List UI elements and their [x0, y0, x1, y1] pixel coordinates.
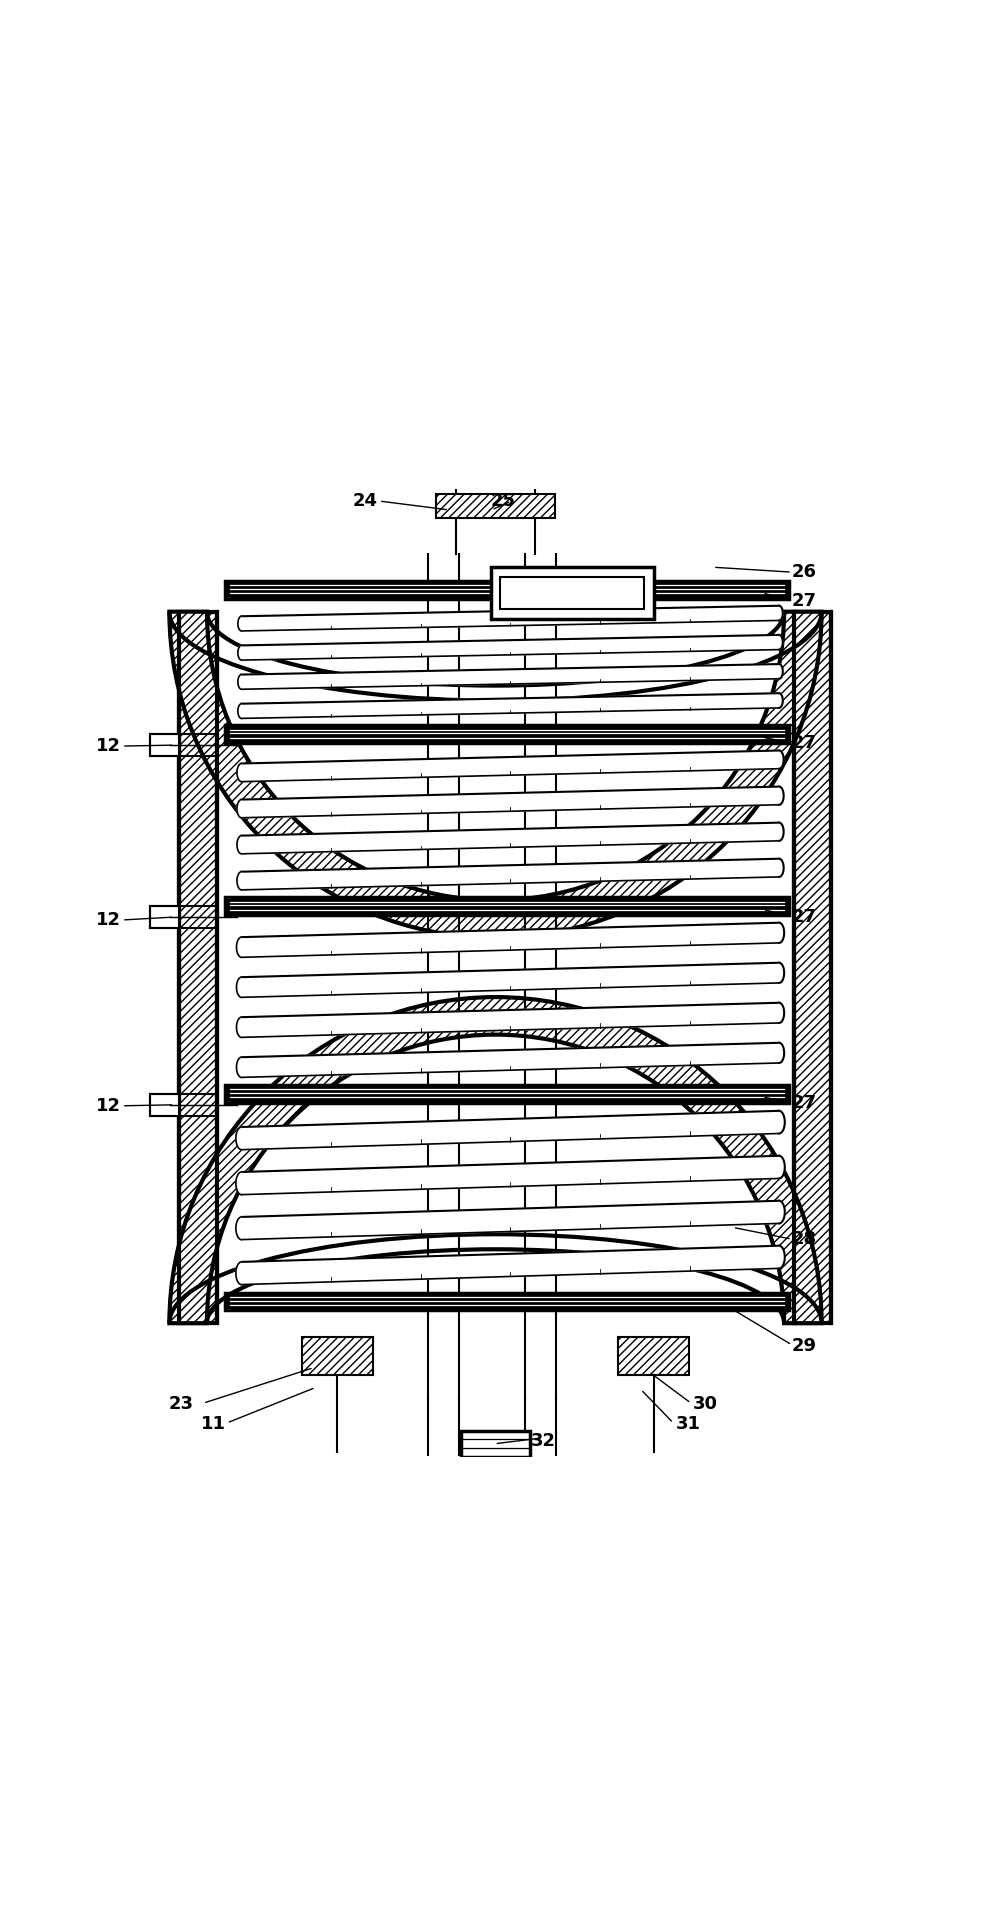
Polygon shape	[242, 751, 779, 782]
Polygon shape	[242, 606, 779, 631]
Polygon shape	[237, 978, 242, 997]
Polygon shape	[237, 937, 242, 957]
Polygon shape	[242, 962, 779, 997]
Polygon shape	[242, 1043, 779, 1078]
Polygon shape	[238, 705, 242, 718]
Bar	[225, 897, 789, 914]
Polygon shape	[242, 787, 779, 818]
Polygon shape	[242, 859, 779, 889]
Bar	[302, 1338, 373, 1374]
Bar	[794, 612, 831, 1322]
Bar	[150, 733, 179, 757]
Polygon shape	[779, 1003, 784, 1022]
Text: 27: 27	[792, 1093, 817, 1113]
Polygon shape	[242, 1245, 779, 1284]
Text: 24: 24	[353, 493, 378, 510]
Polygon shape	[237, 764, 242, 782]
Polygon shape	[779, 751, 784, 768]
Text: 12: 12	[95, 737, 121, 755]
Polygon shape	[779, 635, 783, 649]
Wedge shape	[169, 997, 822, 1322]
Polygon shape	[779, 1043, 784, 1063]
Text: 27: 27	[792, 591, 817, 610]
Bar	[500, 578, 644, 608]
Polygon shape	[779, 1111, 785, 1134]
Polygon shape	[779, 664, 783, 680]
Text: 30: 30	[693, 1396, 717, 1413]
Polygon shape	[236, 1263, 242, 1284]
Ellipse shape	[207, 1249, 784, 1398]
Text: 29: 29	[792, 1338, 817, 1355]
Text: 27: 27	[792, 733, 817, 753]
Text: 27: 27	[792, 909, 817, 926]
Polygon shape	[238, 616, 242, 631]
Text: 26: 26	[792, 564, 817, 581]
Polygon shape	[237, 872, 242, 889]
Bar	[225, 1292, 789, 1311]
Polygon shape	[237, 799, 242, 818]
Polygon shape	[238, 674, 242, 689]
Text: 23: 23	[168, 1396, 194, 1413]
Text: 12: 12	[95, 1097, 121, 1115]
Bar	[225, 581, 789, 599]
Bar	[461, 1430, 530, 1457]
Polygon shape	[237, 1016, 242, 1038]
Polygon shape	[242, 693, 779, 718]
Polygon shape	[779, 922, 784, 943]
Text: 28: 28	[791, 1230, 817, 1247]
Text: 25: 25	[491, 493, 516, 510]
Polygon shape	[779, 822, 784, 841]
Bar	[225, 1086, 789, 1103]
Polygon shape	[779, 1201, 785, 1224]
Bar	[179, 612, 217, 1322]
Polygon shape	[236, 1126, 242, 1149]
Polygon shape	[237, 1057, 242, 1078]
Polygon shape	[242, 922, 779, 957]
Bar	[436, 495, 555, 518]
Polygon shape	[242, 1111, 779, 1149]
Polygon shape	[779, 693, 783, 708]
Polygon shape	[237, 835, 242, 855]
Bar	[491, 568, 654, 618]
Polygon shape	[236, 1172, 242, 1195]
Bar	[500, 578, 644, 608]
Polygon shape	[242, 1201, 779, 1240]
Polygon shape	[238, 645, 242, 660]
Polygon shape	[779, 1245, 785, 1269]
Bar	[225, 726, 789, 743]
Bar	[150, 907, 179, 928]
Ellipse shape	[207, 537, 784, 685]
Polygon shape	[242, 635, 779, 660]
Bar	[150, 1093, 179, 1116]
Bar	[618, 1338, 689, 1374]
Polygon shape	[779, 962, 784, 984]
Polygon shape	[779, 1155, 785, 1178]
Polygon shape	[236, 1217, 242, 1240]
Polygon shape	[242, 1003, 779, 1038]
Text: 12: 12	[95, 911, 121, 930]
Polygon shape	[242, 664, 779, 689]
Wedge shape	[169, 612, 822, 937]
Text: 32: 32	[530, 1432, 555, 1450]
Polygon shape	[779, 606, 783, 620]
Polygon shape	[242, 822, 779, 855]
Polygon shape	[779, 787, 784, 805]
Text: 31: 31	[676, 1415, 701, 1432]
Polygon shape	[242, 1155, 779, 1195]
Polygon shape	[779, 859, 784, 878]
Text: 11: 11	[201, 1415, 226, 1432]
